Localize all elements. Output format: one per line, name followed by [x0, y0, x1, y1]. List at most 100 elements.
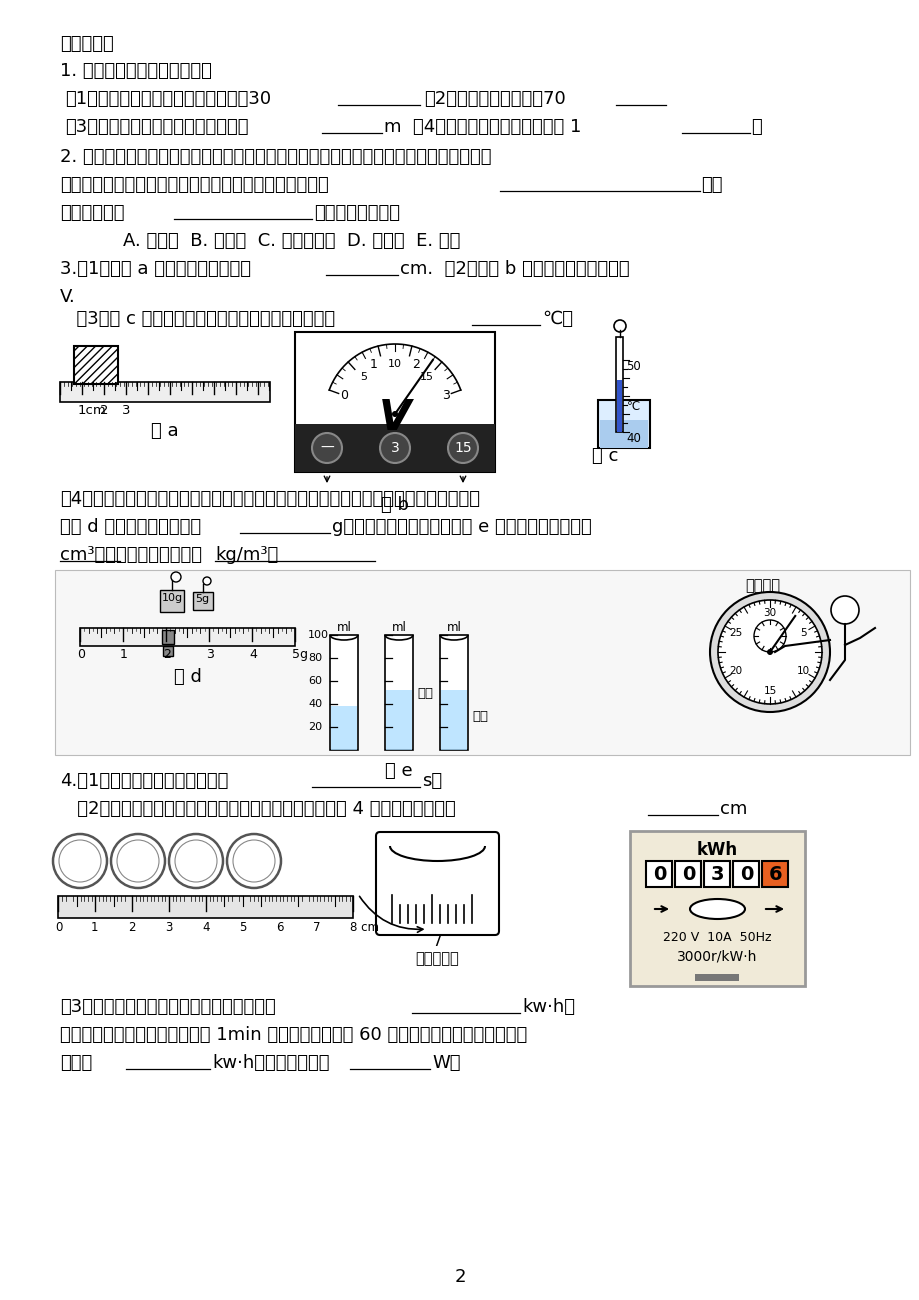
Text: 0: 0 — [340, 389, 348, 402]
Text: 3: 3 — [206, 647, 213, 660]
Text: 机械秒表: 机械秒表 — [744, 578, 779, 593]
Text: V: V — [379, 396, 411, 439]
Text: （3）我们学校教学楼每层的高度约为: （3）我们学校教学楼每层的高度约为 — [65, 118, 248, 136]
Text: —: — — [320, 441, 334, 455]
Circle shape — [171, 572, 181, 582]
Text: s；: s； — [422, 772, 442, 790]
Circle shape — [53, 835, 107, 888]
Text: 2: 2 — [412, 358, 420, 370]
Text: 15: 15 — [419, 372, 433, 382]
Text: kw·h，: kw·h， — [521, 998, 574, 1017]
Text: kw·h，空调的功率是: kw·h，空调的功率是 — [211, 1054, 329, 1072]
Circle shape — [448, 433, 478, 463]
Bar — [386, 690, 412, 750]
Text: 40: 40 — [308, 699, 322, 709]
Text: cm: cm — [720, 800, 746, 818]
Circle shape — [111, 835, 165, 888]
Circle shape — [203, 577, 210, 585]
Text: 4: 4 — [202, 920, 210, 933]
Text: 20: 20 — [308, 722, 322, 732]
Bar — [704, 861, 730, 887]
FancyBboxPatch shape — [376, 832, 498, 935]
Circle shape — [175, 840, 217, 881]
Text: 50: 50 — [626, 360, 641, 373]
Bar — [295, 332, 494, 472]
Text: 1: 1 — [369, 358, 378, 370]
Text: 0: 0 — [55, 920, 62, 933]
Text: kg/m³。: kg/m³。 — [215, 546, 278, 564]
Text: 60: 60 — [308, 676, 322, 686]
Text: 3: 3 — [165, 920, 172, 933]
Text: 2. 有些物理量的大小不易直接观测，但它变化时引起其他量的变化却容易直接观测。。下: 2. 有些物理量的大小不易直接观测，但它变化时引起其他量的变化却容易直接观测。。… — [60, 148, 491, 166]
Bar — [330, 634, 357, 750]
Text: 6: 6 — [276, 920, 283, 933]
Text: 3: 3 — [391, 441, 399, 455]
Text: ℃。: ℃。 — [541, 309, 573, 328]
Bar — [163, 646, 173, 656]
Text: 15: 15 — [763, 686, 776, 696]
Circle shape — [613, 320, 625, 332]
Text: （3）图 c 容器中的晶体正在熔化。该晶体的熔点是: （3）图 c 容器中的晶体正在熔化。该晶体的熔点是 — [65, 309, 335, 328]
Text: 25: 25 — [729, 628, 742, 637]
Text: 220 V  10A  50Hz: 220 V 10A 50Hz — [663, 931, 771, 944]
Text: 4: 4 — [249, 647, 256, 660]
Bar — [80, 628, 295, 646]
Text: 15: 15 — [454, 441, 471, 455]
Circle shape — [117, 840, 159, 881]
Text: 8 cm: 8 cm — [349, 920, 379, 933]
Text: 3: 3 — [441, 389, 449, 402]
Text: ml: ml — [446, 621, 461, 634]
Bar — [675, 861, 701, 887]
Text: 3: 3 — [122, 404, 130, 417]
Text: 铁块: 铁块 — [471, 710, 487, 723]
Text: （2）某同学采用如图所示的方法测定硬币的直径，测得 4 个硬币的直径是：: （2）某同学采用如图所示的方法测定硬币的直径，测得 4 个硬币的直径是： — [60, 800, 455, 818]
Text: 40: 40 — [626, 432, 641, 445]
Bar — [630, 831, 804, 985]
Circle shape — [830, 595, 858, 624]
Text: 1: 1 — [119, 647, 128, 660]
Text: 图 d: 图 d — [174, 668, 201, 686]
Text: 2: 2 — [454, 1268, 465, 1286]
Text: 如图 d 所示，蜡块的质量是: 如图 d 所示，蜡块的质量是 — [60, 517, 201, 536]
Bar — [331, 706, 357, 750]
Circle shape — [391, 411, 398, 417]
Text: 0: 0 — [77, 647, 85, 660]
Bar — [60, 382, 269, 402]
Text: 二、填空题: 二、填空题 — [60, 35, 114, 53]
Text: ml: ml — [336, 621, 351, 634]
Bar — [617, 380, 622, 432]
Text: 3: 3 — [710, 864, 723, 884]
Text: 10g: 10g — [162, 593, 183, 603]
Text: 6: 6 — [768, 864, 781, 884]
Text: 图 a: 图 a — [151, 422, 178, 439]
Circle shape — [380, 433, 410, 463]
Bar — [58, 896, 353, 918]
Text: A. 温度计  B. 刻度尺  C. 弹簧测力计  D. 电流表  E. 量杯: A. 温度计 B. 刻度尺 C. 弹簧测力计 D. 电流表 E. 量杯 — [100, 231, 460, 250]
Text: g；测量蜡块体积的过程如图 e 所示，蜡块的体积是: g；测量蜡块体积的过程如图 e 所示，蜡块的体积是 — [332, 517, 591, 536]
Text: ℃: ℃ — [626, 400, 639, 413]
Bar — [616, 337, 623, 432]
Bar — [646, 861, 672, 887]
Text: 图 b: 图 b — [380, 497, 409, 514]
Text: 。: 。 — [750, 118, 761, 136]
Text: 局部放大图: 局部放大图 — [415, 952, 459, 966]
Text: （2）人的头发直径约为70: （2）人的头发直径约为70 — [424, 90, 565, 108]
Bar — [439, 634, 468, 750]
Text: 10: 10 — [797, 667, 810, 676]
Text: cm³；计算得到蜡的密度是: cm³；计算得到蜡的密度是 — [60, 546, 202, 564]
Circle shape — [169, 835, 222, 888]
Circle shape — [766, 649, 772, 655]
Text: 80: 80 — [308, 653, 322, 663]
Text: 0: 0 — [652, 864, 665, 884]
Bar — [55, 569, 909, 755]
Text: 30: 30 — [763, 608, 776, 618]
Text: 度不均匀的是: 度不均匀的是 — [60, 204, 124, 222]
Text: 5: 5 — [239, 920, 246, 933]
Bar — [193, 592, 213, 610]
Text: （填序号即可）。: （填序号即可）。 — [313, 204, 400, 222]
Text: 3.（1）如图 a 所示的物体的长度是: 3.（1）如图 a 所示的物体的长度是 — [60, 260, 251, 278]
Text: 1. 请填上合适的单位或数值：: 1. 请填上合适的单位或数值： — [60, 62, 211, 81]
Text: 10: 10 — [388, 359, 402, 369]
Bar — [160, 590, 184, 612]
Text: 4.（1）如图所示停表的读数是：: 4.（1）如图所示停表的读数是： — [60, 772, 228, 790]
